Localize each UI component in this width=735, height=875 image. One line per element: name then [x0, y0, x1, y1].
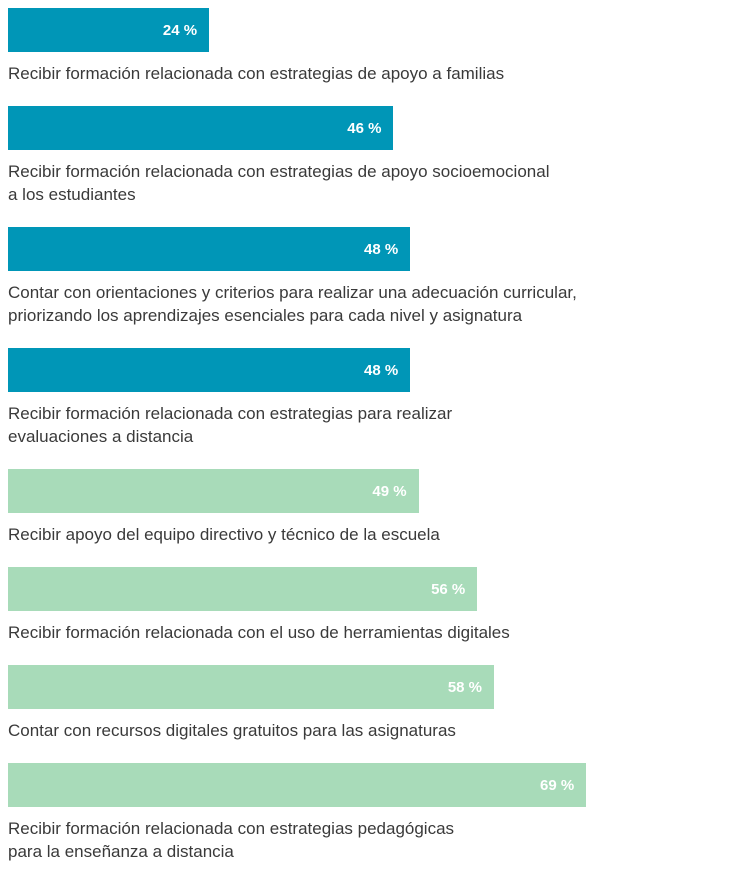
bar: 48 %: [8, 348, 411, 392]
bar: 56 %: [8, 567, 478, 611]
value-label: 48 %: [364, 361, 399, 379]
category-label: Contar con recursos digitales gratuitos …: [8, 721, 456, 740]
value-label: 58 %: [447, 678, 483, 696]
category-label: Recibir formación relacionada con estrat…: [8, 162, 550, 204]
value-label: 56 %: [431, 580, 466, 598]
bar: 46 %: [8, 106, 394, 150]
value-label: 46 %: [347, 119, 382, 137]
bar-item: 48 % Recibir formación relacionada con es…: [8, 348, 735, 448]
bar-item: 24 % Recibir formación relacionada con es…: [8, 8, 735, 85]
value-label: 69 %: [540, 776, 575, 794]
bar-item: 56 % Recibir formación relacionada con el…: [8, 567, 735, 644]
category-label: Recibir formación relacionada con estrat…: [8, 404, 453, 446]
category-label: Contar con orientaciones y criterios par…: [8, 283, 577, 325]
category-label: Recibir formación relacionada con estrat…: [8, 64, 505, 83]
bar-item: 69 % Recibir formación relacionada con es…: [8, 763, 735, 863]
bar: 49 %: [8, 469, 419, 513]
category-label: Recibir apoyo del equipo directivo y téc…: [8, 525, 440, 544]
bar: 24 %: [8, 8, 210, 52]
bar-item: 48 % Contar con orientaciones y criterios…: [8, 227, 735, 327]
bar-item: 58 % Contar con recursos digitales gratui…: [8, 665, 735, 742]
value-label: 49 %: [372, 482, 407, 500]
value-label: 48 %: [364, 240, 399, 258]
bar: 48 %: [8, 227, 411, 271]
bar-item: 46 % Recibir formación relacionada con es…: [8, 106, 735, 206]
bar-item: 49 % Recibir apoyo del equipo directivo y…: [8, 469, 735, 546]
category-label: Recibir formación relacionada con el uso…: [8, 623, 510, 642]
bar: 58 %: [8, 665, 495, 709]
bar: 69 %: [8, 763, 587, 807]
category-label: Recibir formación relacionada con estrat…: [8, 819, 455, 861]
value-label: 24 %: [162, 21, 198, 39]
